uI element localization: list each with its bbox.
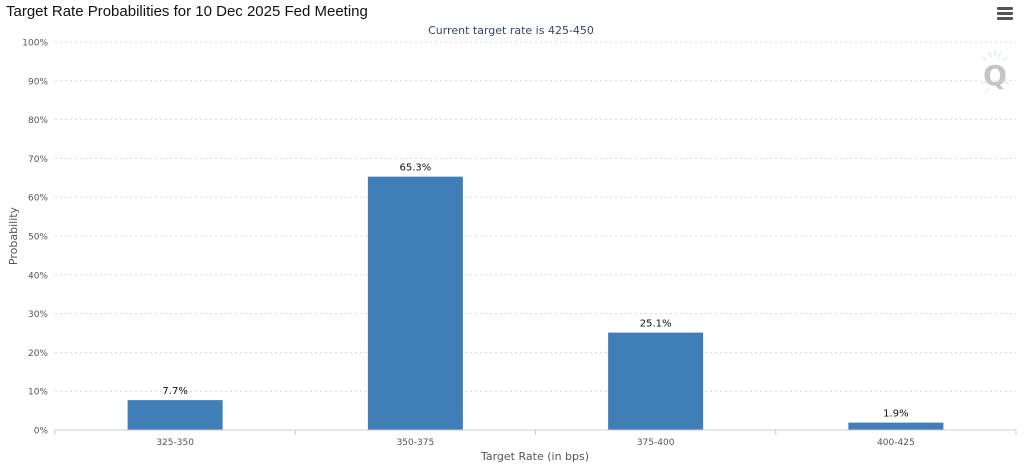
y-tick-label: 30% bbox=[28, 310, 48, 320]
x-tick-label: 400-425 bbox=[877, 438, 915, 448]
x-tick-label: 350-375 bbox=[397, 438, 435, 448]
y-tick-label: 20% bbox=[28, 349, 48, 359]
chart-title: Target Rate Probabilities for 10 Dec 202… bbox=[6, 3, 368, 20]
y-tick-label: 60% bbox=[28, 194, 48, 204]
x-axis-title: Target Rate (in bps) bbox=[480, 450, 589, 463]
x-axis-ticks: 325-350 350-375 375-400 400-425 bbox=[54, 430, 1017, 448]
x-tick-label: 375-400 bbox=[637, 438, 675, 448]
y-tick-label: 90% bbox=[28, 77, 48, 87]
x-tick-label: 325-350 bbox=[156, 438, 194, 448]
data-label: 7.7% bbox=[162, 386, 187, 397]
bar[interactable] bbox=[608, 332, 704, 430]
data-label: 65.3% bbox=[399, 163, 431, 174]
bar[interactable] bbox=[367, 176, 463, 430]
y-axis-title: Probability bbox=[7, 206, 20, 265]
y-tick-label: 100% bbox=[22, 39, 48, 49]
hamburger-menu-icon[interactable] bbox=[997, 7, 1013, 21]
y-tick-label: 40% bbox=[28, 271, 48, 281]
q-logo-watermark: Q bbox=[980, 50, 1010, 93]
y-tick-label: 0% bbox=[34, 427, 49, 437]
data-label: 1.9% bbox=[883, 409, 908, 420]
watermark-glyph: Q bbox=[983, 59, 1007, 92]
y-tick-label: 70% bbox=[28, 155, 48, 165]
y-tick-label: 80% bbox=[28, 116, 48, 126]
data-labels: 7.7% 65.3% 25.1% 1.9% bbox=[162, 163, 908, 420]
chart-subtitle: Current target rate is 425-450 bbox=[428, 24, 594, 37]
y-tick-label: 50% bbox=[28, 233, 48, 243]
data-label: 25.1% bbox=[640, 319, 672, 330]
grid-lines bbox=[55, 41, 1016, 392]
y-axis-ticks: 0% 10% 20% 30% 40% 50% 60% 70% 80% 90% 100% bbox=[22, 39, 48, 437]
bar[interactable] bbox=[848, 422, 944, 430]
bars bbox=[127, 176, 944, 430]
y-tick-label: 10% bbox=[28, 388, 48, 398]
bar[interactable] bbox=[127, 400, 223, 430]
